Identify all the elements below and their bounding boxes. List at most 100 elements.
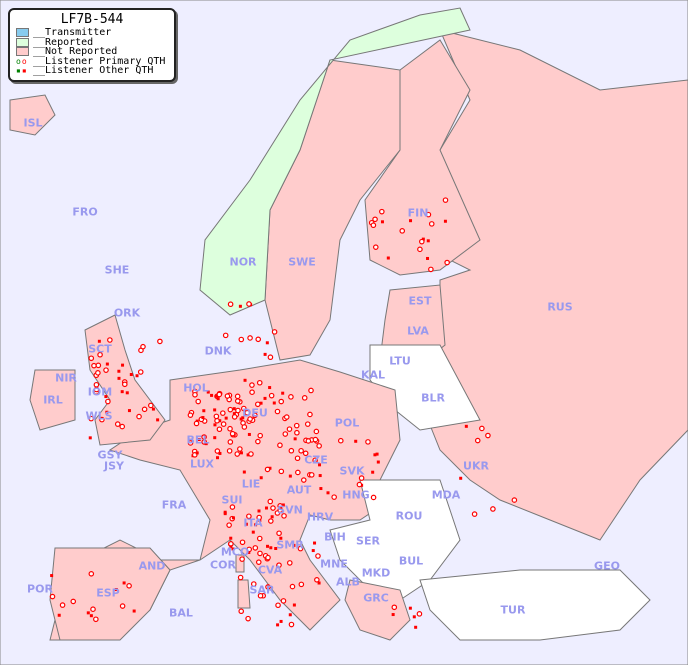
listener-other-marker xyxy=(105,410,109,414)
listener-primary-marker xyxy=(301,395,308,401)
listener-primary-marker xyxy=(331,494,337,500)
country-label-jsy: JSY xyxy=(104,459,124,473)
listener-other-marker xyxy=(279,619,283,623)
listener-primary-marker xyxy=(297,545,304,552)
square-marker-icon: ▪ ▪ xyxy=(16,66,27,76)
listener-other-marker xyxy=(318,474,322,478)
listener-primary-marker xyxy=(88,355,95,362)
listener-other-marker xyxy=(89,614,93,618)
listener-other-marker xyxy=(129,373,133,377)
listener-primary-marker xyxy=(278,468,285,475)
listener-primary-marker xyxy=(216,426,223,433)
listener-other-marker xyxy=(132,609,136,613)
country-nor xyxy=(199,7,471,316)
country-label-she: SHE xyxy=(104,263,130,277)
listener-other-marker xyxy=(266,544,270,548)
listener-other-marker xyxy=(229,536,233,540)
country-label-cze: CZE xyxy=(304,453,328,467)
listener-primary-marker xyxy=(187,412,194,418)
listener-primary-marker xyxy=(250,581,257,587)
listener-primary-marker xyxy=(256,514,262,521)
country-sar xyxy=(237,579,251,609)
country-label-rou: ROU xyxy=(395,509,423,523)
listener-other-marker xyxy=(380,220,384,224)
listener-primary-marker xyxy=(249,389,255,396)
listener-other-marker xyxy=(231,516,235,520)
listener-other-marker xyxy=(258,518,262,522)
listener-other-marker xyxy=(391,613,395,617)
listener-other-marker xyxy=(218,451,222,455)
listener-primary-marker xyxy=(246,301,252,307)
listener-primary-marker xyxy=(490,506,496,512)
listener-primary-marker xyxy=(444,259,450,266)
listener-primary-marker xyxy=(240,405,247,412)
listener-other-marker xyxy=(201,416,205,420)
listener-primary-marker xyxy=(275,602,281,609)
listener-primary-marker xyxy=(471,511,478,517)
listener-primary-marker xyxy=(372,216,378,223)
listener-other-marker xyxy=(251,530,255,534)
listener-primary-marker xyxy=(281,513,287,519)
listener-primary-marker xyxy=(295,469,301,476)
listener-primary-marker xyxy=(286,426,293,432)
listener-primary-marker xyxy=(234,398,241,404)
country-label-bih: BIH xyxy=(324,530,346,544)
listener-primary-marker xyxy=(255,559,262,565)
listener-primary-marker xyxy=(286,560,293,566)
country-label-bal: BAL xyxy=(169,606,193,620)
listener-other-marker xyxy=(156,418,160,422)
listener-other-marker xyxy=(232,407,236,411)
listener-other-marker xyxy=(224,416,228,420)
listener-primary-marker xyxy=(277,442,283,449)
listener-other-marker xyxy=(122,581,126,585)
listener-primary-marker xyxy=(238,336,245,343)
listener-primary-marker xyxy=(372,244,379,250)
listener-other-marker xyxy=(229,545,233,549)
country-label-fro: FRO xyxy=(72,205,98,219)
country-label-dnk: DNK xyxy=(204,344,232,358)
country-label-cva: CVA xyxy=(257,563,283,577)
country-label-ltu: LTU xyxy=(389,354,411,368)
listener-other-marker xyxy=(279,536,283,540)
country-label-bel: BEL xyxy=(186,433,210,447)
listener-primary-marker xyxy=(121,381,128,388)
listener-other-marker xyxy=(117,369,121,373)
listener-primary-marker xyxy=(428,221,435,227)
listener-primary-marker xyxy=(313,428,320,435)
listener-other-marker xyxy=(135,374,139,378)
listener-other-marker xyxy=(254,523,258,527)
country-label-gsy: GSY xyxy=(97,448,123,462)
listener-primary-marker xyxy=(226,522,232,528)
listener-other-marker xyxy=(259,401,263,405)
listener-primary-marker xyxy=(282,431,289,437)
listener-primary-marker xyxy=(227,301,234,308)
listener-other-marker xyxy=(216,456,220,460)
listener-primary-marker xyxy=(90,606,96,612)
listener-other-marker xyxy=(105,362,109,366)
listener-other-marker xyxy=(243,378,247,382)
listener-primary-marker xyxy=(224,393,231,399)
listener-primary-marker xyxy=(95,370,101,376)
listener-primary-marker xyxy=(252,545,259,551)
listener-primary-marker xyxy=(370,494,377,501)
listener-primary-marker xyxy=(265,584,271,590)
listener-other-marker xyxy=(125,391,129,395)
country-label-aut: AUT xyxy=(286,483,312,497)
listener-primary-marker xyxy=(417,246,423,253)
listener-other-marker xyxy=(443,219,447,223)
listener-primary-marker xyxy=(187,440,194,446)
listener-primary-marker xyxy=(229,430,236,437)
listener-other-marker xyxy=(259,476,263,480)
listener-other-marker xyxy=(276,623,280,627)
listener-primary-marker xyxy=(222,332,229,339)
listener-primary-marker xyxy=(416,611,423,617)
listener-other-marker xyxy=(426,256,430,260)
listener-primary-marker xyxy=(264,466,271,473)
country-label-ser: SER xyxy=(356,534,380,548)
listener-primary-marker xyxy=(312,436,319,443)
listener-primary-marker xyxy=(256,379,263,386)
country-label-hol: HOL xyxy=(183,381,209,395)
country-label-mne: MNE xyxy=(320,557,348,571)
listener-primary-marker xyxy=(312,457,318,464)
country-label-svk: SVK xyxy=(339,464,365,478)
